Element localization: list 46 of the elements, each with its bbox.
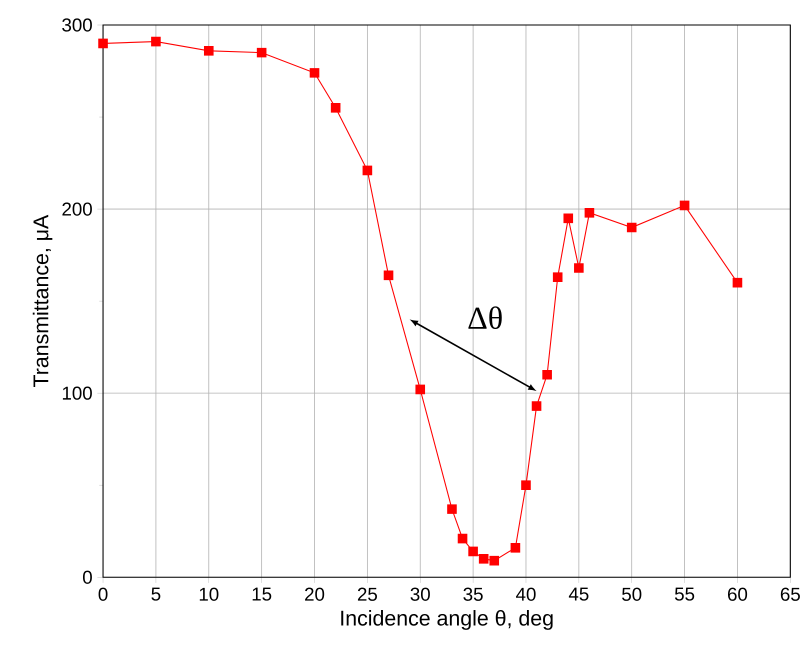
x-tick-label: 15 [252,588,272,601]
x-tick-label: 10 [200,587,218,601]
x-tick-label: 35 [463,587,483,601]
point [510,542,520,552]
x-tick-label: 60 [728,587,748,601]
y-tick-label: 100 [62,386,92,400]
point [256,48,266,58]
point [532,401,542,411]
x-tick-label: 65 [780,587,800,601]
point [458,534,468,544]
point [552,272,562,282]
point [563,213,574,223]
point [447,504,457,514]
point [574,263,584,273]
x-tick-label: 25 [358,587,377,601]
x-tick-label: 45 [568,588,588,601]
x-tick-label: 5 [151,588,160,601]
point [542,370,552,380]
point [330,102,340,113]
point [468,546,478,556]
point [521,480,531,490]
point [680,200,690,210]
y-tick-label: 0 [82,570,92,584]
point [489,556,500,566]
x-tick-label: 55 [674,588,694,601]
point [584,208,594,218]
point [310,68,320,78]
point [98,38,108,48]
x-tick-label: 0 [98,587,108,601]
point [204,46,214,56]
point [732,278,742,288]
point [362,166,372,176]
y-axis-title: Transmittance, μA [32,214,52,387]
x-tick-label: 30 [410,587,430,601]
point [415,384,426,394]
x-axis-title: Incidence angle θ, deg [341,610,553,630]
x-tick-label: 50 [622,587,642,601]
point [151,36,161,46]
y-tick-label: 200 [62,202,92,216]
point [478,554,488,564]
annotation: Δθ [468,306,502,329]
y-tick-label: 300 [62,18,92,32]
x-tick-label: 40 [516,587,536,601]
point [384,270,394,280]
x-tick-label: 20 [305,587,324,601]
point [626,222,637,232]
